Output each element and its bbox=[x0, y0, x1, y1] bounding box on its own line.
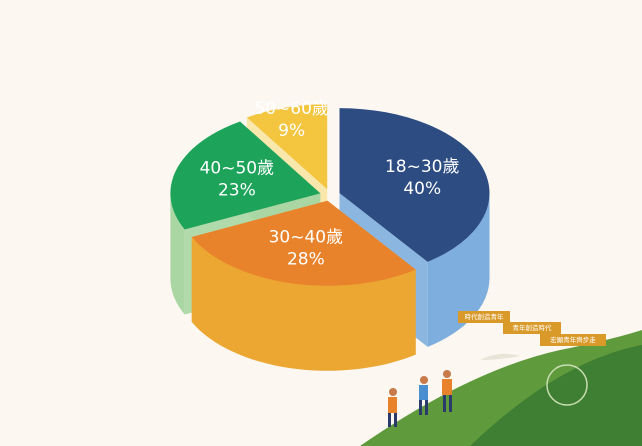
slice-value-label: 23% bbox=[218, 181, 256, 201]
sign-text: 青年創造時代 bbox=[513, 323, 553, 332]
slice-value-label: 40% bbox=[403, 179, 441, 199]
slice-category: 50~60歲 bbox=[254, 99, 329, 119]
slice-category: 18~30歲 bbox=[385, 157, 460, 177]
slice-category: 30~40歲 bbox=[269, 228, 344, 248]
slice-category: 40~50歲 bbox=[200, 159, 275, 179]
slice-value-label: 9% bbox=[278, 121, 305, 141]
slice-value-label: 28% bbox=[287, 250, 325, 270]
page: 18~30歲40% 30~40歲28% 40~50歲23% 50~60歲9% 時代創造… bbox=[0, 0, 642, 446]
sign-text: 宏願青年齊步走 bbox=[550, 335, 596, 344]
sign-text: 時代創造青年 bbox=[465, 312, 505, 321]
chart: 18~30歲40% 30~40歲28% 40~50歲23% 50~60歲9% 時代創造… bbox=[0, 0, 642, 446]
